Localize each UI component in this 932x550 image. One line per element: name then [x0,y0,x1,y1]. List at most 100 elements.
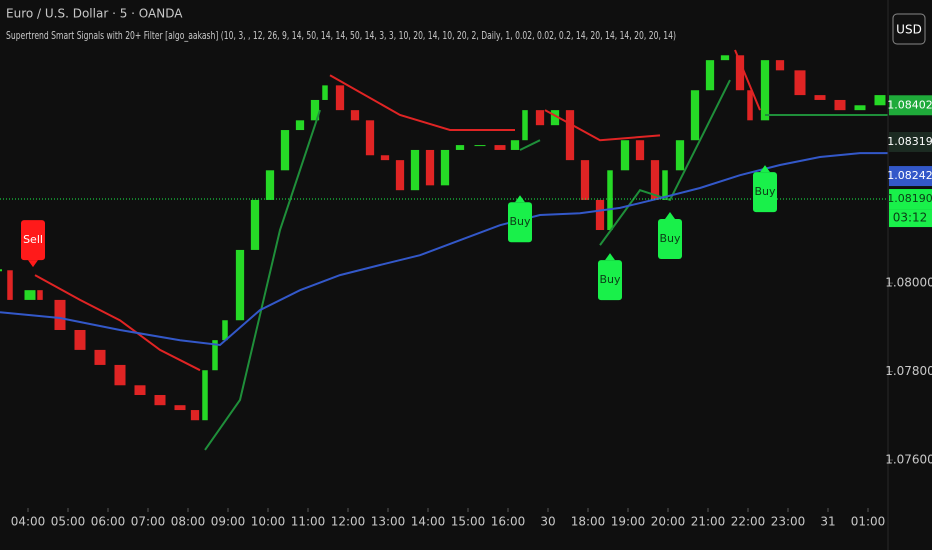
x-tick-label: 15:00 [451,515,486,529]
candle [550,110,560,126]
price-label-box [889,95,932,116]
candle [190,410,200,421]
candle [650,160,660,200]
x-tick-label: 06:00 [91,515,126,529]
signal-box [508,202,532,243]
candle [395,160,405,191]
x-tick-label: 19:00 [611,515,646,529]
candle [7,270,13,300]
price-label: 1.08190 [887,192,932,205]
price-label-box [889,131,932,152]
candle [114,364,126,386]
candle [174,405,186,411]
candle [635,140,645,161]
candle [474,145,486,147]
candle [690,90,700,141]
candle [522,110,528,141]
candle [494,145,506,150]
candle [24,290,36,300]
candle [295,120,305,131]
candle [814,95,826,100]
x-tick-label: 08:00 [171,515,206,529]
x-tick-label: 04:00 [11,515,46,529]
candle [94,349,106,365]
signal-label: Buy [659,232,681,245]
plot-area [0,49,888,451]
price-label: 1.08242 [887,169,932,182]
x-tick-label: 20:00 [651,515,686,529]
currency-button[interactable] [892,13,926,45]
x-tick-label: 14:00 [411,515,446,529]
candle [235,249,245,321]
candle [874,95,886,106]
signal-label: Buy [599,273,621,286]
candle [250,199,260,250]
candle [760,60,770,121]
candle [350,110,360,121]
candle [380,155,390,161]
candle [675,140,685,171]
indicator-line [0,152,888,347]
candle [747,90,753,121]
candle [310,99,320,121]
candle [580,160,590,200]
candle [37,290,43,300]
x-tick-label: 01:00 [851,515,886,529]
x-tick-label: 16:00 [491,515,526,529]
candle [154,395,166,406]
x-tick-label: 11:00 [291,515,326,529]
signal-label: Buy [509,215,531,228]
candle [265,170,275,200]
countdown: 03:12 [893,211,928,225]
x-tick-label: 18:00 [571,515,606,529]
candle [365,120,375,156]
candle [565,110,575,161]
x-tick-label: 23:00 [771,515,806,529]
chart-title: Euro / U.S. Dollar · 5 · OANDA [6,7,183,21]
candle [202,370,208,421]
signal-box [598,260,622,301]
signal-box [21,220,45,261]
x-tick-label: 05:00 [51,515,86,529]
signal-arrow [760,165,770,173]
signal-arrow [665,212,675,220]
y-tick-label: 1.07600 [885,453,932,467]
currency-label[interactable]: USD [896,23,922,37]
signal-label: Sell [23,233,43,246]
candle [662,170,668,200]
x-tick-label: 12:00 [331,515,366,529]
candle [440,149,450,186]
price-label-box [889,189,932,210]
signal-box [658,219,682,260]
candle [335,85,345,111]
candle [510,140,520,150]
price-label-box [889,166,932,187]
candle [455,145,465,150]
price-label: 1.08319 [887,135,932,148]
price-label: 1.08402 [887,98,932,111]
candle [775,60,785,71]
x-tick-label: 31 [820,515,835,529]
candle [720,55,730,61]
candle [74,329,86,350]
x-tick-label: 07:00 [131,515,166,529]
candle [794,70,806,96]
candle [834,99,846,111]
signal-label: Buy [754,185,776,198]
candle [620,140,630,171]
candle [280,130,290,171]
indicator-legend: Supertrend Smart Signals with 20+ Filter… [6,29,676,42]
candle [212,340,218,371]
signal-box [753,172,777,213]
candle [222,320,228,341]
indicator-line [34,49,761,372]
x-tick-label: 10:00 [251,515,286,529]
candle [735,55,745,91]
candle [410,149,420,191]
candle [854,105,866,111]
candle [705,60,715,91]
candle [607,170,613,231]
candle [595,199,605,231]
